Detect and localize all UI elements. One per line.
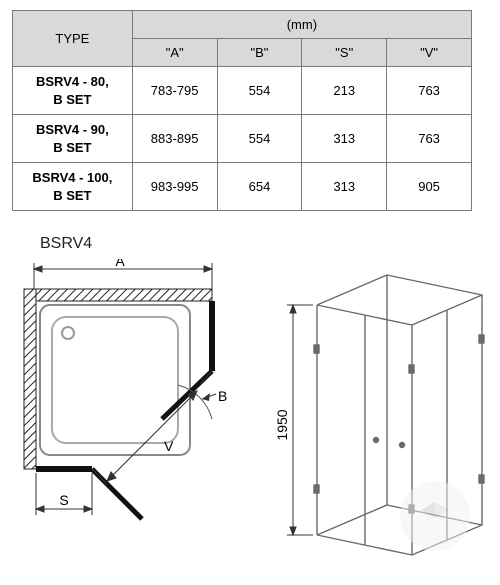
spec-table: TYPE (mm) "A" "B" "S" "V" BSRV4 - 80,B S…	[12, 10, 472, 211]
plan-diagram: A B	[12, 259, 242, 539]
plan-title: BSRV4	[40, 235, 92, 253]
cell: 313	[302, 163, 387, 211]
col-a: "A"	[132, 39, 217, 67]
cell: 905	[387, 163, 472, 211]
dim-v-label: V	[164, 438, 174, 454]
dim-s-label: S	[59, 492, 68, 508]
cell: 654	[217, 163, 302, 211]
cell: 983-995	[132, 163, 217, 211]
cell: 763	[387, 67, 472, 115]
cell: 783-795	[132, 67, 217, 115]
col-s: "S"	[302, 39, 387, 67]
cell: 554	[217, 67, 302, 115]
cell: 213	[302, 67, 387, 115]
table-row: BSRV4 - 90,B SET 883-895 554 313 763	[13, 115, 472, 163]
unit-header: (mm)	[132, 11, 471, 39]
col-b: "B"	[217, 39, 302, 67]
cell: 883-895	[132, 115, 217, 163]
row-label: BSRV4 - 100,B SET	[13, 163, 133, 211]
table-row: BSRV4 - 80,B SET 783-795 554 213 763	[13, 67, 472, 115]
table-row: BSRV4 - 100,B SET 983-995 654 313 905	[13, 163, 472, 211]
cell: 554	[217, 115, 302, 163]
height-label: 1950	[274, 410, 290, 441]
dim-a-label: A	[115, 259, 125, 269]
cell: 763	[387, 115, 472, 163]
cell: 313	[302, 115, 387, 163]
type-header: TYPE	[13, 11, 133, 67]
col-v: "V"	[387, 39, 472, 67]
dim-b-label: B	[218, 388, 227, 404]
row-label: BSRV4 - 80,B SET	[13, 67, 133, 115]
watermark-icon	[400, 481, 470, 551]
row-label: BSRV4 - 90,B SET	[13, 115, 133, 163]
